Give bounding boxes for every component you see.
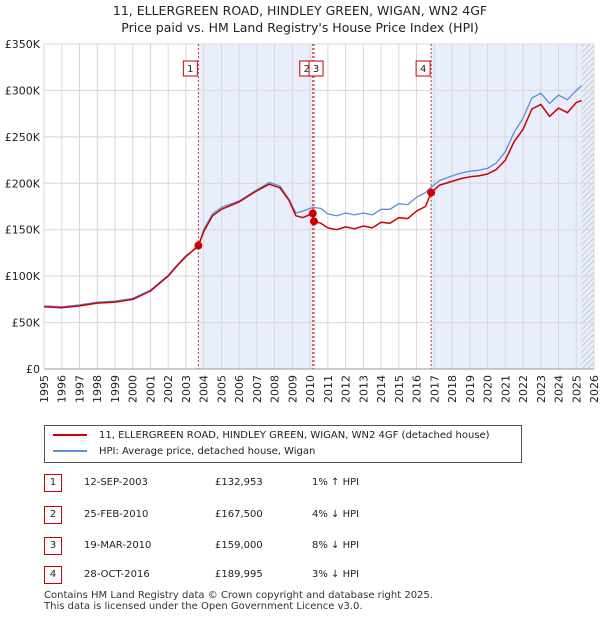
- table-row: 2 25-FEB-2010 £167,500 4% ↓ HPI: [44, 506, 584, 524]
- price-paid-line: [43, 99, 582, 309]
- x-tick-label: 2013: [357, 375, 370, 403]
- x-tick-label: 2015: [393, 375, 406, 403]
- x-tick-label: 2026: [588, 375, 600, 403]
- legend-swatch-price-paid: [53, 434, 87, 436]
- table-row: 3 19-MAR-2010 £159,000 8% ↓ HPI: [44, 537, 584, 555]
- legend-label-price-paid: 11, ELLERGREEN ROAD, HINDLEY GREEN, WIGA…: [99, 430, 490, 441]
- sale-point: [308, 209, 317, 218]
- x-tick-label: 2010: [304, 375, 317, 403]
- x-tick-label: 2016: [411, 375, 424, 403]
- sale-point: [194, 241, 203, 250]
- x-tick-label: 2000: [127, 375, 140, 403]
- sale-marker: 1: [182, 60, 198, 77]
- legend: 11, ELLERGREEN ROAD, HINDLEY GREEN, WIGA…: [44, 425, 522, 463]
- x-tick-label: 2021: [499, 375, 512, 403]
- y-tick-label: £300K: [5, 84, 41, 97]
- x-tick-label: 2025: [570, 375, 583, 403]
- y-tick-label: £150K: [5, 224, 41, 237]
- x-tick-label: 2006: [233, 375, 246, 403]
- transaction-badge: 1: [44, 474, 62, 492]
- footer-copyright: Contains HM Land Registry data © Crown c…: [44, 590, 433, 601]
- x-tick-label: 1997: [73, 375, 86, 403]
- transaction-hpi: 1% ↑ HPI: [312, 477, 360, 488]
- x-tick-label: 2018: [446, 375, 459, 403]
- sale-marker-label: 2: [304, 64, 310, 75]
- transaction-hpi: 4% ↓ HPI: [312, 509, 360, 520]
- x-tick-label: 2011: [322, 375, 335, 403]
- transaction-price: £167,500: [215, 509, 263, 520]
- x-tick-label: 1995: [38, 375, 51, 403]
- table-row: 1 12-SEP-2003 £132,953 1% ↑ HPI: [44, 474, 584, 492]
- legend-item-price-paid: 11, ELLERGREEN ROAD, HINDLEY GREEN, WIGA…: [53, 429, 490, 443]
- x-tick-label: 1998: [91, 375, 104, 403]
- x-tick-label: 2014: [375, 375, 388, 403]
- transaction-badge: 3: [44, 537, 62, 555]
- sale-marker-box: [308, 60, 324, 77]
- y-tick-label: £0: [26, 363, 40, 376]
- y-tick-label: £100K: [5, 270, 41, 283]
- transaction-date: 12-SEP-2003: [84, 477, 148, 488]
- title-line-2: Price paid vs. HM Land Registry's House …: [121, 20, 479, 35]
- footer-licence: This data is licensed under the Open Gov…: [44, 601, 363, 612]
- sale-marker-box: [415, 60, 431, 77]
- transaction-badge: 2: [44, 506, 62, 524]
- sale-marker: 3: [308, 60, 324, 77]
- x-tick-label: 2019: [464, 375, 477, 403]
- x-tick-label: 2003: [180, 375, 193, 403]
- y-tick-label: £350K: [5, 38, 41, 51]
- sale-marker-label: 4: [420, 64, 426, 75]
- y-tick-label: £250K: [5, 131, 41, 144]
- transaction-price: £159,000: [215, 540, 263, 551]
- legend-swatch-hpi: [53, 450, 87, 452]
- shaded-period: [198, 44, 313, 369]
- transaction-date: 28-OCT-2016: [84, 569, 150, 580]
- x-tick-label: 2012: [340, 375, 353, 403]
- transaction-date: 19-MAR-2010: [84, 540, 152, 551]
- legend-label-hpi: HPI: Average price, detached house, Wiga…: [99, 446, 316, 457]
- table-row: 4 28-OCT-2016 £189,995 3% ↓ HPI: [44, 566, 584, 584]
- y-tick-label: £50K: [12, 317, 41, 330]
- transaction-hpi: 8% ↓ HPI: [312, 540, 360, 551]
- chart-title: 11, ELLERGREEN ROAD, HINDLEY GREEN, WIGA…: [0, 2, 600, 36]
- sale-marker-label: 1: [187, 64, 193, 75]
- transaction-badge: 4: [44, 566, 62, 584]
- sale-point: [427, 188, 436, 197]
- x-tick-label: 2008: [269, 375, 282, 403]
- transaction-price: £132,953: [215, 477, 263, 488]
- x-tick-label: 2005: [215, 375, 228, 403]
- sale-marker-label: 3: [313, 64, 319, 75]
- x-tick-label: 2017: [428, 375, 441, 403]
- x-tick-label: 2004: [198, 375, 211, 403]
- x-tick-label: 2024: [553, 375, 566, 403]
- transaction-date: 25-FEB-2010: [84, 509, 149, 520]
- shaded-period: [431, 44, 594, 369]
- x-tick-label: 2009: [286, 375, 299, 403]
- x-tick-label: 2002: [162, 375, 175, 403]
- x-tick-label: 1999: [109, 375, 122, 403]
- x-tick-label: 1996: [56, 375, 69, 403]
- sale-point: [310, 217, 319, 226]
- transaction-hpi: 3% ↓ HPI: [312, 569, 360, 580]
- legend-item-hpi: HPI: Average price, detached house, Wiga…: [53, 445, 315, 459]
- y-tick-label: £200K: [5, 177, 41, 190]
- sale-marker-box: [182, 60, 198, 77]
- forecast-hatch: [581, 44, 594, 369]
- x-tick-label: 2022: [517, 375, 530, 403]
- sale-marker: 4: [415, 60, 431, 77]
- x-tick-label: 2020: [482, 375, 495, 403]
- x-tick-label: 2001: [144, 375, 157, 403]
- footer: Contains HM Land Registry data © Crown c…: [44, 590, 433, 612]
- title-line-1: 11, ELLERGREEN ROAD, HINDLEY GREEN, WIGA…: [112, 3, 488, 18]
- x-tick-label: 2023: [535, 375, 548, 403]
- x-tick-label: 2007: [251, 375, 264, 403]
- transaction-price: £189,995: [215, 569, 263, 580]
